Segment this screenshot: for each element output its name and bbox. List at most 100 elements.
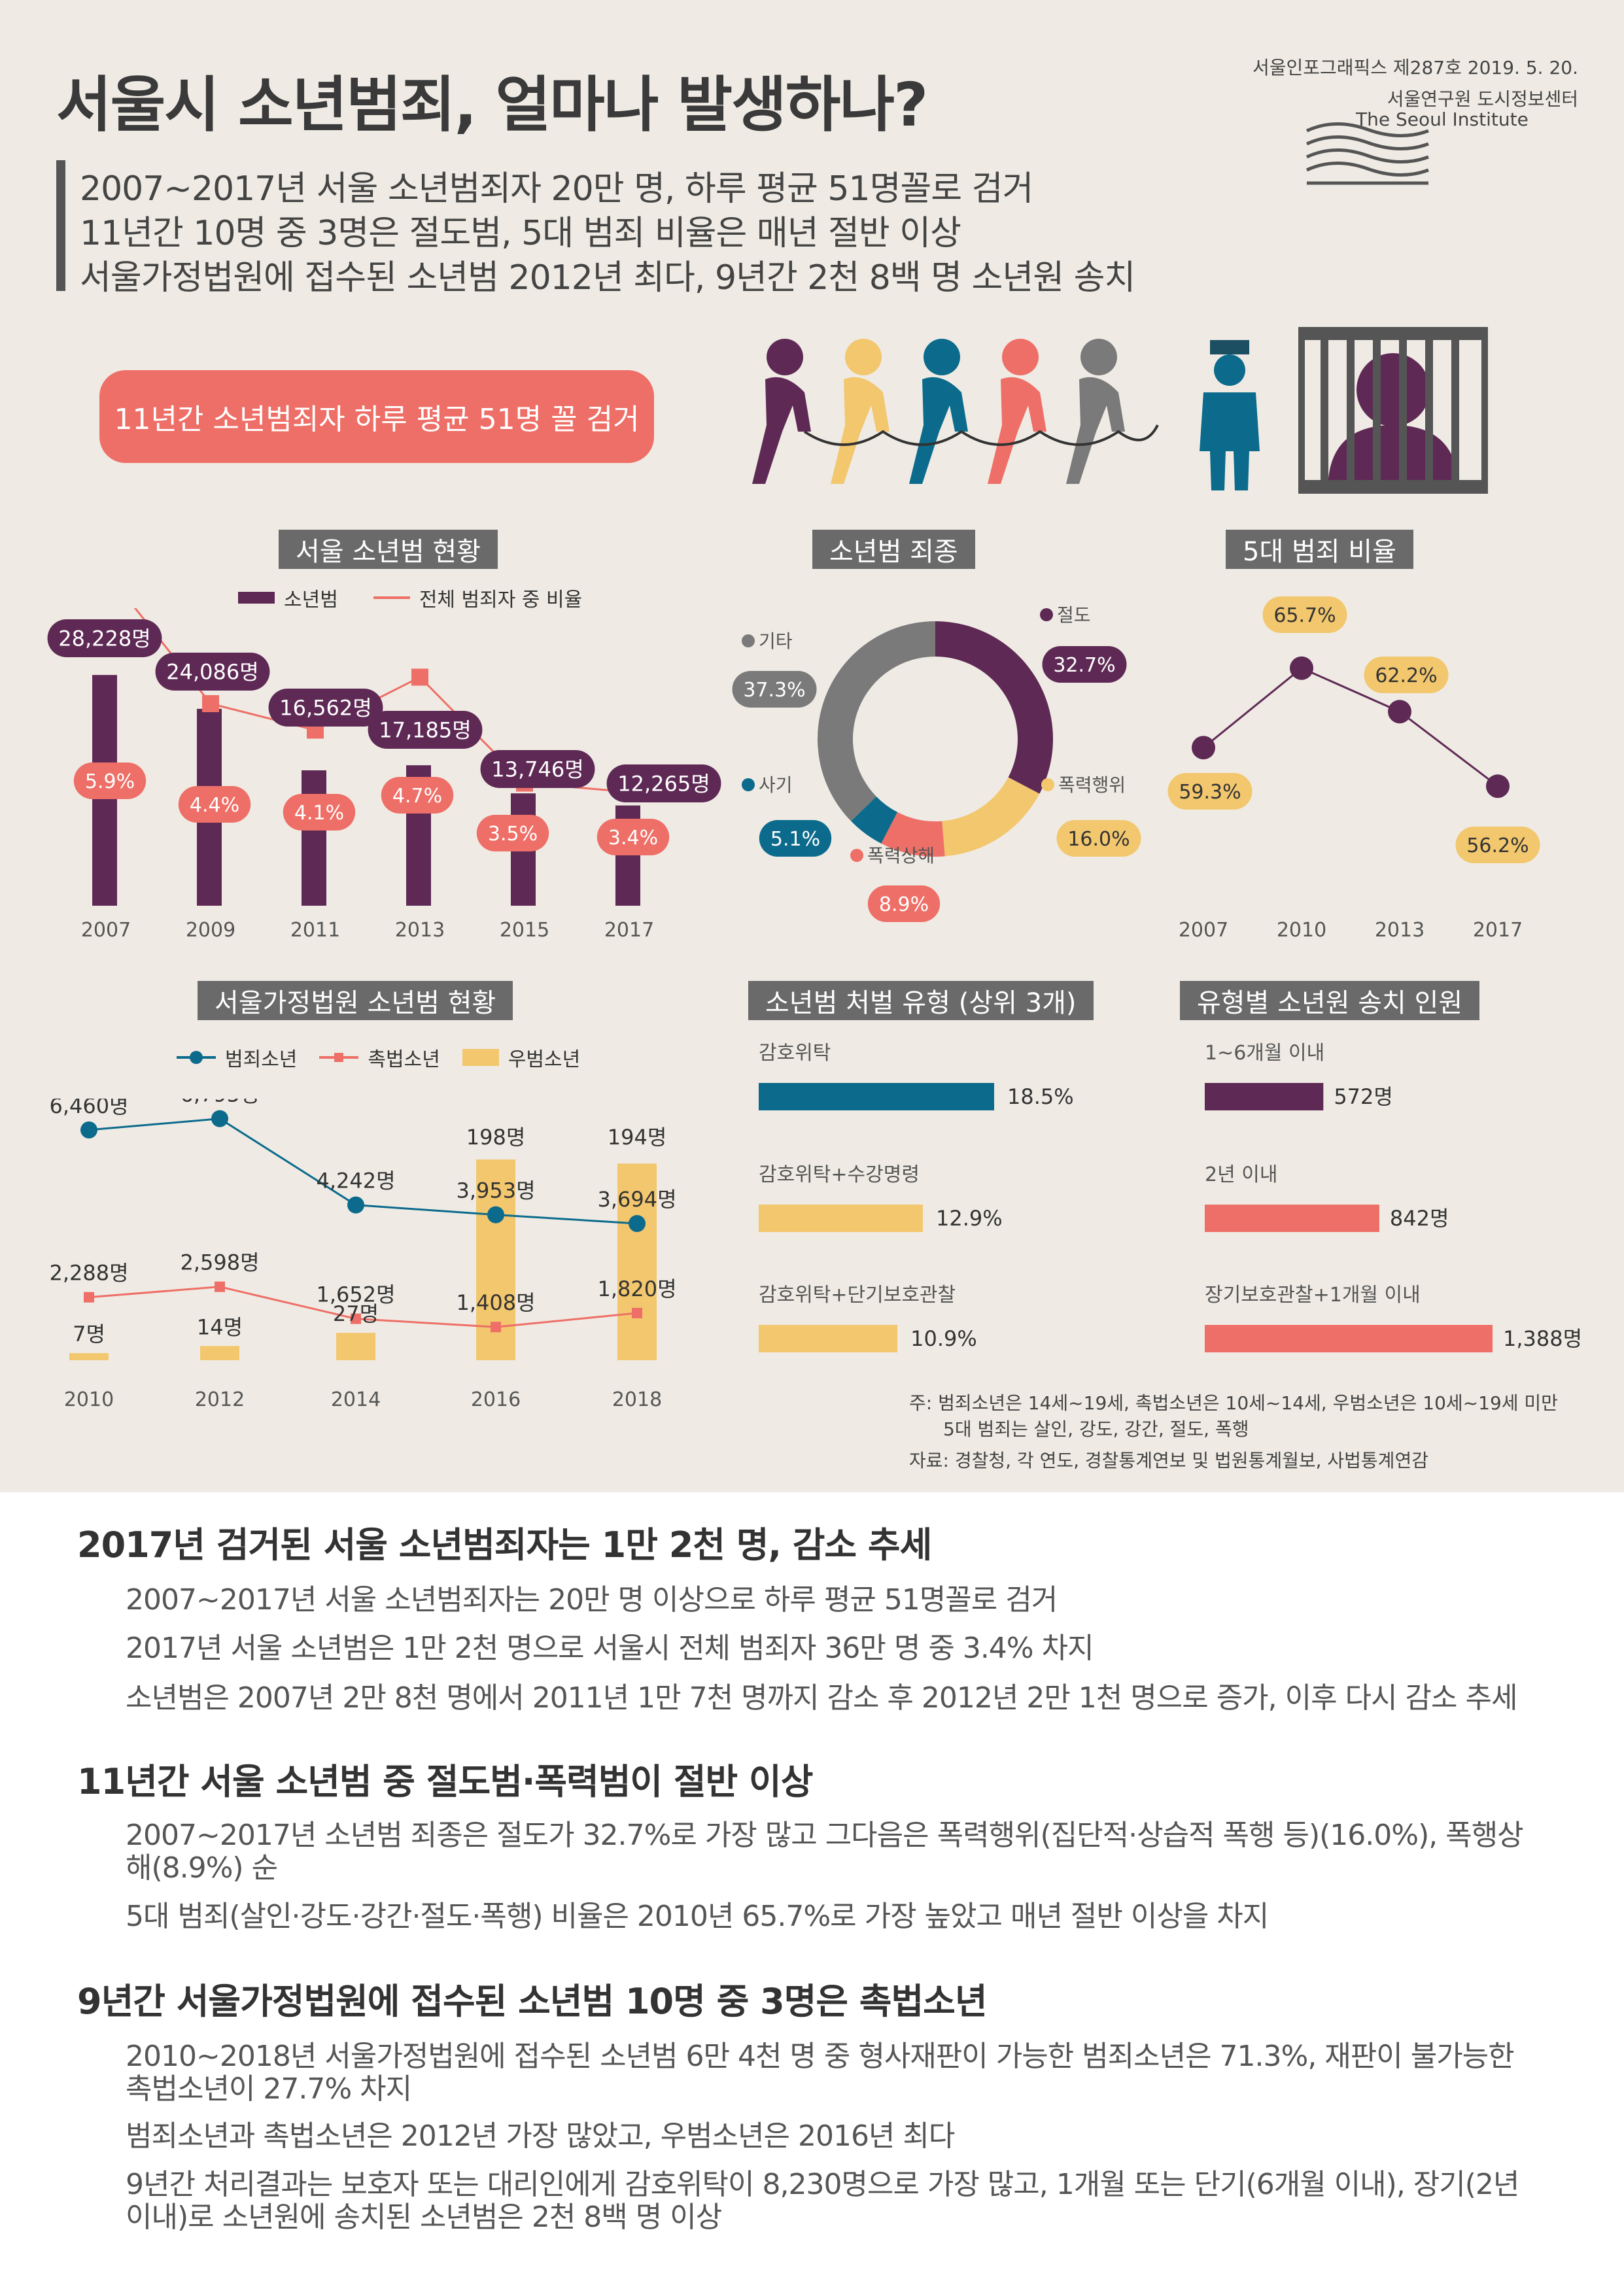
slice-value-label-bg: [732, 671, 817, 708]
five-crimes-value-label-bg: [1262, 596, 1347, 633]
ratio-marker: [202, 695, 219, 712]
touch-marker: [215, 1281, 225, 1292]
ratio-value-label: 3.5%: [488, 823, 538, 846]
section1-paragraph: 2017년 서울 소년범은 1만 2천 명으로 서울시 전체 범죄자 36만 명…: [126, 1632, 1094, 1665]
risk-value-label: 7명: [73, 1322, 105, 1346]
chart1-title: 서울 소년범 현황: [279, 530, 498, 569]
donut-slice: [942, 777, 1040, 857]
five-crimes-marker: [1290, 656, 1313, 680]
x-tick-label: 2013: [395, 919, 445, 942]
org-name-en: The Seoul Institute: [1356, 109, 1529, 130]
ratio-value-label: 5.9%: [85, 770, 135, 793]
ratio-value-label-bg: [476, 815, 549, 851]
detention-value-label: 1,388명: [1503, 1326, 1582, 1351]
five-crimes-value-label: 56.2%: [1466, 834, 1529, 857]
page-title: 서울시 소년범죄, 얼마나 발생하나?: [56, 70, 928, 140]
legend-label-risk: 우범소년: [508, 1048, 581, 1071]
x-tick-label: 2014: [331, 1388, 381, 1411]
bar-value-label-bg: [47, 619, 162, 657]
five-crimes-marker: [1192, 736, 1215, 760]
category-label: 감호위탁: [759, 1042, 831, 1065]
bar-value-label-bg: [155, 653, 270, 691]
five-crimes-value-label-bg: [1364, 657, 1449, 693]
touch-marker: [491, 1322, 501, 1333]
category-label: 2년 이내: [1205, 1163, 1277, 1186]
ratio-value-label-bg: [381, 777, 454, 814]
section3-heading: 9년간 서울가정법원에 접수된 소년범 10명 중 3명은 촉법소년: [77, 1981, 988, 2022]
chart1-legend: 소년범 전체 범죄자 중 비율: [238, 583, 582, 612]
five-crimes-value-label: 59.3%: [1179, 781, 1241, 804]
x-tick-label: 2018: [612, 1388, 662, 1411]
disposition-chart: 감호위탁 18.5% 감호위탁+수강명령 12.9% 감호위탁+단기보호관찰 10.9%: [759, 1042, 1074, 1352]
slice-value-label: 37.3%: [743, 679, 805, 702]
bar-value-label: 16,562명: [279, 696, 371, 721]
slice-label: 기타: [759, 630, 793, 652]
slice-dot: [1040, 608, 1053, 621]
disposition-bar: [759, 1205, 924, 1232]
five-crimes-value-label: 65.7%: [1273, 604, 1336, 627]
section2-paragraph: 2007~2017년 소년범 죄종은 절도가 32.7%로 가장 많고 그다음은…: [126, 1819, 1524, 1885]
slice-dot: [850, 849, 863, 862]
x-tick-label: 2007: [1179, 919, 1228, 942]
infographic-panel: [0, 0, 1624, 1492]
touch-value-label: 1,408명: [456, 1290, 535, 1315]
risk-value-label: 198명: [466, 1125, 526, 1150]
bar-value-label: 17,185명: [379, 718, 471, 743]
five-crimes-value-label-bg: [1455, 827, 1540, 863]
slice-label: 사기: [759, 774, 793, 796]
subtitle-bar: [56, 160, 65, 291]
bar-value-label: 13,746명: [491, 757, 583, 782]
slice-value-label-bg: [759, 820, 832, 857]
bar-value-label-bg: [606, 764, 721, 802]
chart4-title: 서울가정법원 소년범 현황: [198, 981, 513, 1020]
x-tick-label: 2009: [186, 919, 235, 942]
bar-value-label: 24,086명: [166, 660, 258, 685]
risk-value-label: 14명: [197, 1314, 243, 1339]
slice-dot: [1041, 778, 1054, 791]
crime-value-label: 3,694명: [597, 1187, 676, 1212]
slice-value-label: 5.1%: [770, 828, 820, 851]
subtitle-3: 서울가정법원에 접수된 소년범 2012년 최다, 9년간 2천 8백 명 소년…: [80, 258, 1135, 298]
slice-value-label-bg: [1042, 646, 1127, 683]
section3-paragraph: 2010~2018년 서울가정법원에 접수된 소년범 6만 4천 명 중 형사재…: [126, 2040, 1515, 2106]
crime-value-label: 6,795명: [180, 1099, 259, 1107]
slice-value-label-bg: [867, 885, 941, 922]
ratio-value-label-bg: [596, 819, 670, 855]
detention-value-label: 842명: [1390, 1206, 1449, 1231]
legend-swatch-ratio: [373, 596, 410, 599]
crime-marker: [80, 1121, 97, 1139]
section1-paragraph: 2007~2017년 서울 소년범죄자는 20만 명 이상으로 하루 평균 51…: [126, 1583, 1058, 1617]
donut-slice: [818, 621, 935, 821]
ratio-value-label: 4.4%: [190, 794, 239, 817]
x-tick-label: 2015: [500, 919, 549, 942]
disposition-value-label: 12.9%: [936, 1206, 1003, 1231]
bar-value-label-bg: [480, 750, 595, 788]
section3-paragraph: 9년간 처리결과는 보호자 또는 대리인에게 감호위탁이 8,230명으로 가장…: [126, 2168, 1519, 2234]
slice-value-label: 8.9%: [879, 893, 929, 916]
category-label: 1~6개월 이내: [1205, 1042, 1324, 1065]
subtitle-2: 11년간 10명 중 3명은 절도범, 5대 범죄 비율은 매년 절반 이상: [80, 214, 961, 253]
family-court-chart: 6,460명 6,795명 4,242명 3,953명 3,694명 2,288명 2,59…: [49, 1099, 676, 1411]
detention-bar: [1205, 1205, 1379, 1232]
crime-value-label: 3,953명: [456, 1178, 535, 1203]
legend-label-ratio: 전체 범죄자 중 비율: [419, 589, 583, 611]
category-label: 장기보호관찰+1개월 이내: [1205, 1284, 1421, 1307]
five-crimes-chart: 59.3% 65.7% 62.2% 56.2% 2007 2010 2013 2017: [1167, 596, 1540, 942]
risk-bar: [69, 1353, 109, 1360]
crime-marker: [211, 1110, 228, 1127]
note-definition: 주: 범죄소년은 14세~19세, 촉법소년은 10세~14세, 우범소년은 1…: [909, 1392, 1558, 1414]
risk-bar: [617, 1163, 657, 1360]
slice-value-label: 32.7%: [1053, 654, 1115, 677]
slice-value-label: 16.0%: [1067, 828, 1130, 851]
ratio-value-label-bg: [178, 786, 251, 823]
ratio-marker: [411, 668, 428, 686]
touch-marker: [84, 1292, 94, 1303]
juvenile-status-chart: 2007 2009 2011 2013 2015 2017 28,228명 24,086명 16…: [47, 608, 721, 942]
issue-label: 서울인포그래픽스 제287호 2019. 5. 20.: [1252, 57, 1578, 78]
x-tick-label: 2011: [290, 919, 340, 942]
five-crimes-marker: [1486, 774, 1510, 798]
disposition-value-label: 10.9%: [910, 1326, 977, 1351]
ratio-value-label-bg: [73, 762, 147, 799]
donut-slice: [935, 621, 1053, 794]
